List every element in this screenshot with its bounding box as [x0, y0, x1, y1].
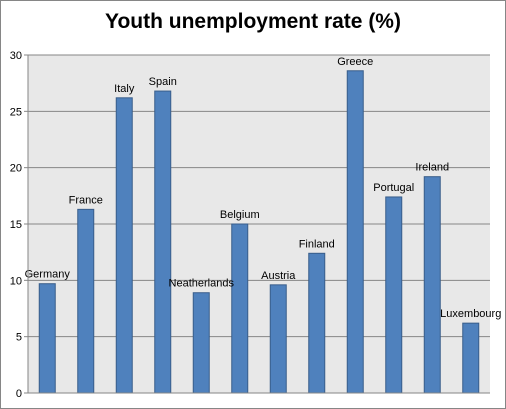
bar-france: [77, 208, 95, 394]
bar-ireland: [423, 176, 441, 394]
bar-label-greece: Greece: [337, 56, 373, 68]
y-tick-label: 5: [16, 332, 22, 344]
bar-neatherlands: [192, 292, 210, 394]
y-tick-label: 25: [10, 106, 22, 118]
data-labels: Germany France Italy Spain Neatherlands Belgi…: [25, 56, 502, 320]
bar-label-italy: Italy: [114, 83, 135, 95]
y-tick-label: 0: [16, 388, 22, 400]
chart-title: Youth unemployment rate (%): [105, 10, 401, 33]
gridlines: [28, 54, 490, 338]
bar-label-neatherlands: Neatherlands: [169, 278, 235, 290]
bar-label-austria: Austria: [261, 270, 296, 282]
bar-belgium: [231, 223, 249, 394]
bar-label-luxembourg: Luxembourg: [440, 308, 501, 320]
bar-portugal: [385, 196, 403, 394]
bar-finland: [308, 252, 326, 394]
y-tick-label: 20: [10, 163, 22, 175]
bar-germany: [38, 283, 56, 394]
bar-label-ireland: Ireland: [415, 162, 449, 174]
bar-italy: [115, 97, 133, 394]
bar-label-portugal: Portugal: [373, 182, 414, 194]
bar-label-france: France: [69, 194, 103, 206]
bars: [38, 70, 480, 394]
y-tick-label: 10: [10, 275, 22, 287]
bar-luxembourg: [462, 322, 480, 394]
bar-austria: [269, 284, 287, 394]
y-tick-label: 15: [10, 219, 22, 231]
bar-label-finland: Finland: [299, 238, 335, 250]
bar-label-spain: Spain: [149, 76, 177, 88]
bar-label-germany: Germany: [25, 269, 71, 281]
bar-spain: [154, 90, 172, 394]
bar-label-belgium: Belgium: [220, 209, 260, 221]
bar-greece: [346, 70, 364, 394]
y-tick-label: 30: [10, 50, 22, 62]
y-axis-ticks: 0 5 10 15 20 25 30: [10, 50, 28, 400]
